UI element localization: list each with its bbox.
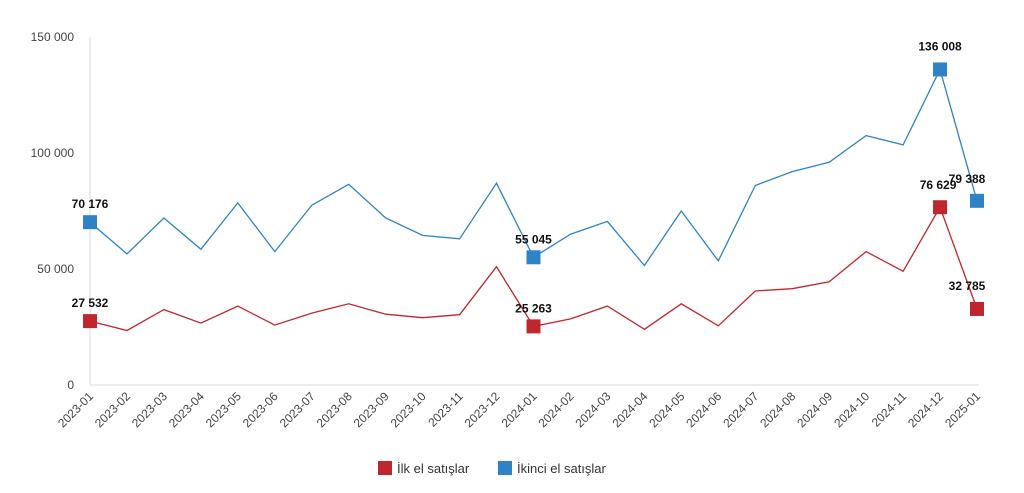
data-label: 76 629 — [920, 178, 957, 192]
x-tick-label: 2023-09 — [351, 389, 392, 430]
data-label: 25 263 — [515, 301, 552, 315]
data-label: 70 176 — [72, 197, 109, 211]
data-labels: 27 532 25 263 76 629 32 785 70 176 55 045 136 … — [72, 39, 986, 315]
x-tick-label: 2025-01 — [942, 389, 983, 430]
x-tick-label: 2024-05 — [646, 389, 687, 430]
data-point-marker — [933, 62, 948, 77]
x-tick-label: 2024-09 — [794, 389, 835, 430]
x-tick-label: 2023-08 — [314, 389, 355, 430]
x-tick-label: 2024-04 — [609, 389, 650, 430]
x-tick-label: 2023-10 — [388, 389, 429, 430]
data-point-marker — [933, 200, 948, 215]
legend-swatch — [378, 461, 392, 475]
data-point-marker — [970, 301, 984, 316]
data-point-marker — [970, 193, 984, 208]
x-tick-label: 2024-01 — [499, 389, 540, 430]
x-tick-label: 2024-10 — [831, 389, 872, 430]
legend-label: İkinci el satışlar — [517, 461, 607, 476]
series-layer — [83, 62, 984, 334]
x-tick-label: 2023-02 — [92, 389, 133, 430]
data-label: 79 388 — [949, 172, 986, 186]
y-tick-label: 100 000 — [31, 146, 75, 160]
x-tick-label: 2023-05 — [203, 389, 244, 430]
data-label: 136 008 — [918, 39, 962, 53]
x-tick-label: 2023-07 — [277, 389, 318, 430]
x-tick-label: 2024-08 — [757, 389, 798, 430]
data-point-marker — [526, 319, 541, 334]
x-tick-label: 2024-07 — [720, 389, 761, 430]
x-tick-label: 2024-03 — [572, 389, 613, 430]
y-tick-label: 0 — [67, 378, 74, 392]
legend-item: İkinci el satışlar — [498, 461, 607, 476]
x-tick-label: 2023-01 — [55, 389, 96, 430]
x-tick-label: 2023-03 — [129, 389, 170, 430]
data-point-marker — [526, 250, 541, 265]
data-label: 32 785 — [949, 279, 986, 293]
x-tick-label: 2023-12 — [462, 389, 503, 430]
data-label: 27 532 — [72, 296, 109, 310]
y-tick-label: 50 000 — [37, 262, 74, 276]
x-tick-label: 2024-06 — [683, 389, 724, 430]
x-tick-label: 2024-02 — [536, 389, 577, 430]
legend-label: İlk el satışlar — [397, 461, 470, 476]
data-point-marker — [83, 215, 97, 230]
x-tick-label: 2023-06 — [240, 389, 281, 430]
legend-item: İlk el satışlar — [378, 461, 470, 476]
x-tick-label: 2023-11 — [425, 389, 466, 430]
x-tick-label: 2024-11 — [869, 389, 910, 430]
x-tick-label: 2024-12 — [905, 389, 946, 430]
x-tick-label: 2023-04 — [166, 389, 207, 430]
data-point-marker — [83, 314, 97, 329]
y-tick-label: 150 000 — [31, 30, 75, 44]
legend: İlk el satışlar İkinci el satışlar — [378, 461, 607, 476]
data-label: 55 045 — [515, 232, 552, 246]
legend-swatch — [498, 461, 512, 475]
